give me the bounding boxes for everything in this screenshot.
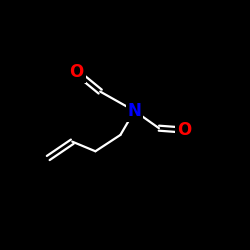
Text: N: N	[128, 102, 141, 120]
Text: O: O	[178, 121, 192, 139]
Text: O: O	[70, 63, 84, 81]
